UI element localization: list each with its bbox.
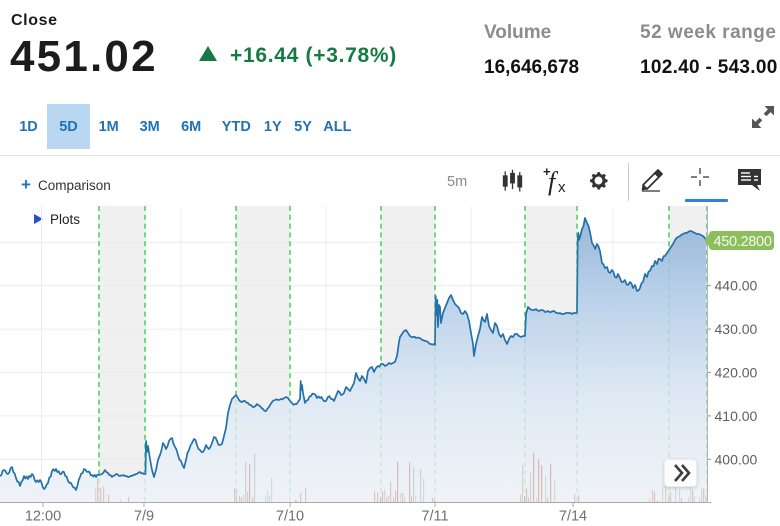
svg-text:400.00: 400.00 bbox=[715, 451, 758, 467]
svg-text:420.00: 420.00 bbox=[715, 365, 758, 381]
svg-text:410.00: 410.00 bbox=[715, 408, 758, 424]
svg-text:f: f bbox=[548, 167, 559, 196]
svg-text:12:00: 12:00 bbox=[25, 509, 61, 525]
svg-text:430.00: 430.00 bbox=[715, 321, 758, 337]
svg-text:440.00: 440.00 bbox=[715, 278, 758, 294]
svg-text:7/14: 7/14 bbox=[559, 509, 587, 525]
svg-text:x: x bbox=[558, 179, 566, 196]
svg-text:+: + bbox=[543, 164, 551, 179]
svg-text:7/11: 7/11 bbox=[421, 509, 448, 525]
svg-text:450.2800: 450.2800 bbox=[714, 234, 772, 250]
svg-text:7/10: 7/10 bbox=[276, 509, 304, 525]
svg-text:7/9: 7/9 bbox=[134, 509, 154, 525]
